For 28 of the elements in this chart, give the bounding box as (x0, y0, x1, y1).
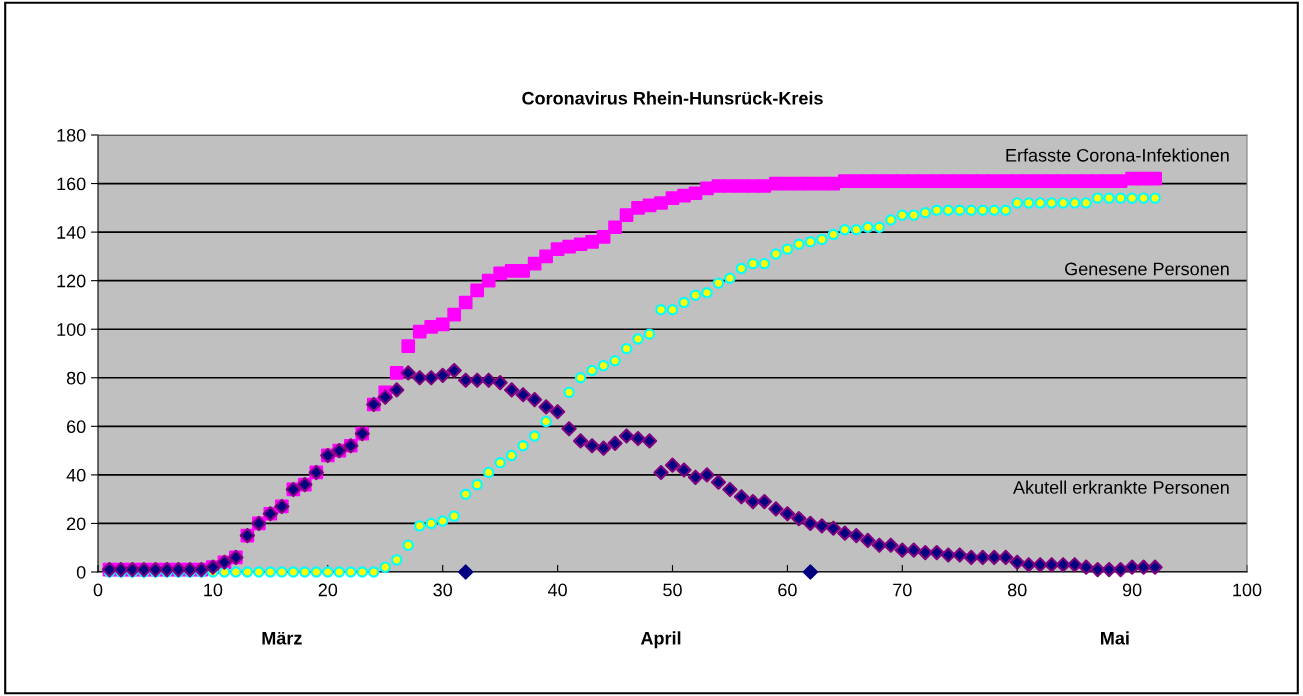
chart-title: Coronavirus Rhein-Hunsrück-Kreis (522, 91, 823, 105)
y-tick-label: 60 (67, 420, 86, 434)
y-tick-label: 160 (57, 177, 86, 191)
x-tick-label: 40 (547, 583, 567, 597)
x-tick-label: 0 (93, 583, 103, 597)
text: Mai (1101, 631, 1129, 645)
annotation: Akutell erkrankte Personen (1013, 480, 1229, 494)
y-tick-label: 100 (57, 323, 86, 336)
x-tick-label: 20 (318, 583, 338, 597)
x-tick-label: 60 (778, 583, 797, 597)
x-tick-label: 100 (1233, 583, 1262, 597)
y-tick-label: 20 (67, 517, 86, 531)
y-tick-label: 140 (57, 226, 86, 239)
y-tick-label: 80 (66, 371, 86, 385)
y-tick-label: 180 (57, 128, 86, 142)
x-tick-label: 50 (663, 583, 682, 597)
x-tick-label: 90 (1122, 583, 1142, 597)
y-tick-label: 40 (66, 468, 86, 482)
y-tick-label: 120 (57, 274, 86, 288)
annotation: Erfasste Corona-Infektionen (1006, 148, 1229, 162)
x-tick-label: 80 (1007, 583, 1027, 597)
x-tick-label: 30 (433, 583, 453, 597)
text: April (640, 631, 681, 649)
x-tick-label: 10 (204, 583, 223, 597)
y-tick-label: 0 (76, 565, 86, 579)
annotation: Genesene Personen (1065, 262, 1229, 276)
text: März (262, 631, 302, 645)
x-tick-label: 70 (893, 583, 912, 597)
